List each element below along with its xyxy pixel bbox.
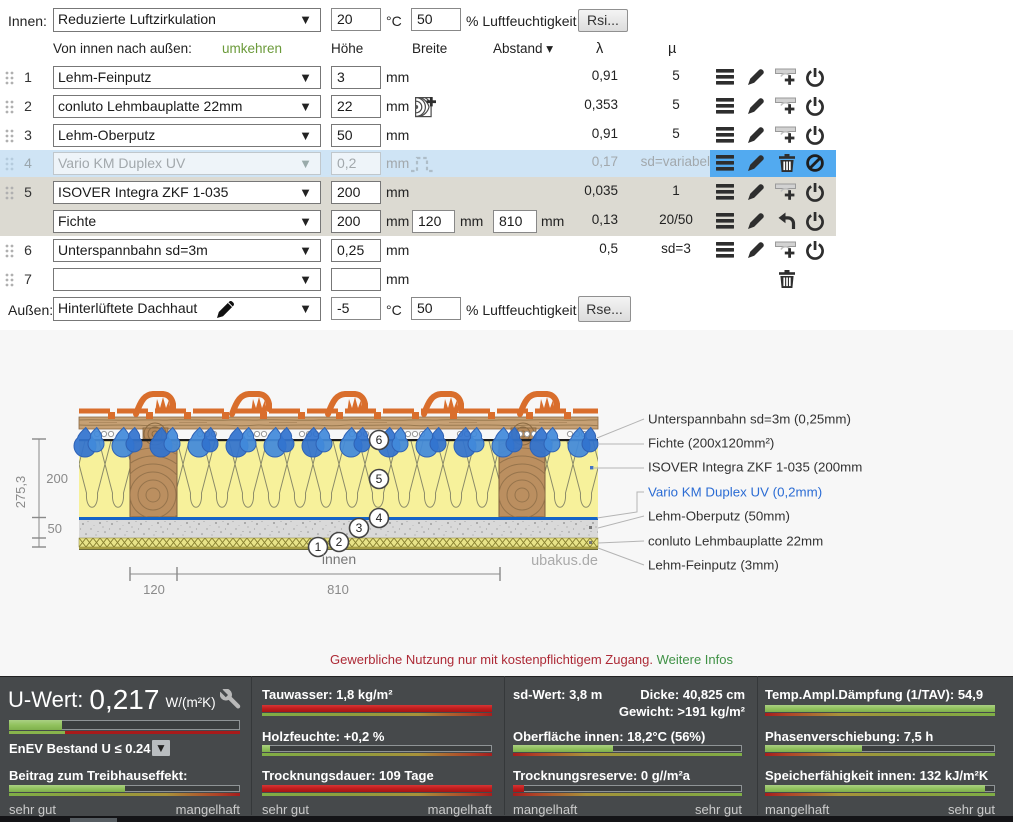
- svg-text:Fichte (200x120mm²): Fichte (200x120mm²): [648, 436, 774, 451]
- svg-text:Lehm-Feinputz (3mm): Lehm-Feinputz (3mm): [648, 558, 779, 573]
- svg-text:Lehm-Oberputz (50mm): Lehm-Oberputz (50mm): [648, 509, 790, 524]
- svg-text:1: 1: [315, 540, 322, 554]
- svg-text:3: 3: [356, 521, 363, 535]
- svg-text:200: 200: [46, 471, 68, 486]
- svg-text:innen: innen: [322, 551, 356, 567]
- svg-text:275,3: 275,3: [13, 476, 28, 509]
- svg-text:5: 5: [376, 472, 383, 486]
- svg-text:ISOVER Integra ZKF 1-035 (200m: ISOVER Integra ZKF 1-035 (200mm: [648, 460, 862, 475]
- svg-text:6: 6: [376, 433, 383, 447]
- svg-text:120: 120: [143, 582, 165, 597]
- svg-text:2: 2: [336, 535, 343, 549]
- svg-text:ubakus.de: ubakus.de: [531, 553, 598, 569]
- svg-text:Unterspannbahn sd=3m (0,25mm): Unterspannbahn sd=3m (0,25mm): [648, 412, 851, 427]
- svg-text:Vario KM Duplex UV (0,2mm): Vario KM Duplex UV (0,2mm): [648, 485, 822, 500]
- svg-text:810: 810: [327, 582, 349, 597]
- svg-text:4: 4: [376, 511, 383, 525]
- svg-text:50: 50: [48, 521, 62, 536]
- svg-text:conluto Lehmbauplatte 22mm: conluto Lehmbauplatte 22mm: [648, 534, 823, 549]
